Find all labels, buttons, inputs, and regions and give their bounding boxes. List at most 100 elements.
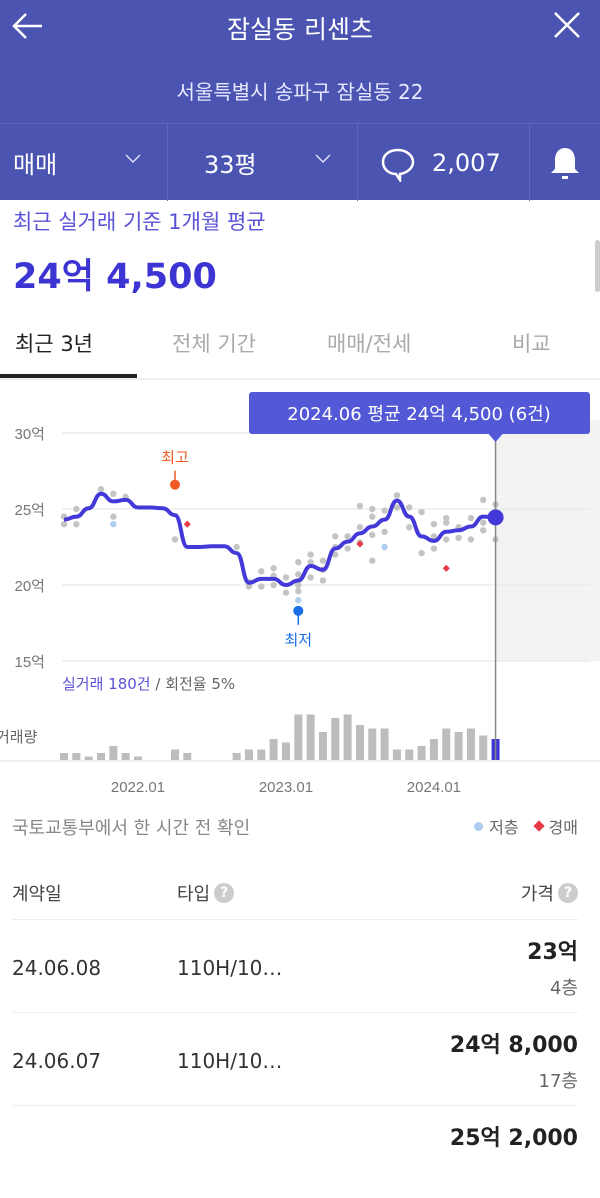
high-label: 최고 <box>161 449 189 467</box>
chevron-down-icon <box>125 154 141 164</box>
trade-dot <box>369 505 376 513</box>
trade-dot <box>258 568 265 575</box>
volume-bar <box>380 728 389 760</box>
tab-recent-3-years[interactable]: 최근 3년 <box>15 332 93 356</box>
trade-dot <box>430 533 438 540</box>
trade-dot <box>455 534 462 542</box>
column-type-label: 타입 <box>177 884 211 905</box>
trade-dot <box>369 531 376 539</box>
size-value: 33평 <box>204 151 257 179</box>
table-row[interactable]: 24.06.08 110H/10… 23억 4층 <box>12 919 578 1012</box>
trade-dot <box>295 587 302 595</box>
low-marker <box>293 605 304 616</box>
help-icon[interactable]: ? <box>214 883 235 903</box>
auction-marker <box>356 540 364 548</box>
address: 서울특별시 송파구 잠실동 22 <box>176 80 424 104</box>
table-row[interactable]: 25억 2,000 <box>12 1105 578 1198</box>
close-icon[interactable] <box>552 10 582 40</box>
y-tick-label: 20억 <box>15 578 46 595</box>
trade-dot <box>307 551 314 558</box>
tab-all-period[interactable]: 전체 기간 <box>172 332 256 356</box>
speech-bubble-icon <box>381 148 415 182</box>
table-row[interactable]: 24.06.07 110H/10… 24억 8,000 17층 <box>12 1012 578 1105</box>
volume-bar <box>134 756 142 760</box>
row-floor: 17층 <box>538 1071 578 1092</box>
alert-button[interactable] <box>530 124 600 201</box>
trade-dot <box>430 545 438 552</box>
trade-dot <box>480 527 487 534</box>
row-floor: 4층 <box>549 978 578 999</box>
volume-bar <box>306 714 315 760</box>
column-date-label: 계약일 <box>12 884 62 905</box>
trade-dot <box>356 502 364 510</box>
x-tick-label: 2023.01 <box>259 779 313 796</box>
volume-bar <box>281 742 290 760</box>
row-type: 110H/10… <box>177 956 283 980</box>
volume-bar <box>417 746 426 760</box>
deal-type-select[interactable]: 매매 <box>0 124 168 201</box>
volume-bar <box>479 735 488 760</box>
header: 잠실동 리센츠 서울특별시 송파구 잠실동 22 매매 33평 2,007 <box>0 0 600 201</box>
volume-bar <box>355 725 364 760</box>
trade-dot <box>344 545 351 552</box>
back-arrow-icon[interactable] <box>10 8 46 44</box>
trade-dot <box>171 536 179 543</box>
trade-dot <box>307 574 314 581</box>
volume-bar <box>429 739 438 760</box>
volume-bar <box>442 728 451 760</box>
help-icon[interactable]: ? <box>558 883 578 903</box>
volume-bar <box>170 749 179 760</box>
deal-type-value: 매매 <box>13 151 58 179</box>
trade-dot <box>480 519 487 526</box>
row-type: 110H/10… <box>177 1049 283 1073</box>
trade-dot <box>393 492 401 499</box>
scrollbar[interactable] <box>595 240 600 292</box>
volume-bar <box>392 749 401 760</box>
volume-bar <box>269 739 278 760</box>
comment-count: 2,007 <box>432 148 501 177</box>
chart-legend: 저층 경매 <box>474 814 578 838</box>
row-price: 25억 2,000 <box>449 1126 578 1151</box>
volume-bar <box>405 749 414 760</box>
volume-bar <box>343 714 352 760</box>
volume-bar <box>257 749 266 760</box>
trade-dot <box>418 508 425 516</box>
legend-auction: 경매 <box>548 818 578 837</box>
trade-dot <box>381 528 388 535</box>
tab-sale-jeonse[interactable]: 매매/전세 <box>327 332 412 356</box>
row-date: 24.06.07 <box>12 1049 102 1073</box>
source-note: 국토교통부에서 한 시간 전 확인 <box>12 818 251 839</box>
turnover-rate: / 회전율 5% <box>151 675 236 693</box>
volume-bar <box>331 718 340 760</box>
trade-dot <box>344 533 351 540</box>
trade-dot <box>443 536 450 543</box>
trade-dot <box>418 549 425 557</box>
trade-dot <box>60 521 68 528</box>
volume-bar <box>72 753 81 760</box>
trade-dot <box>307 559 314 566</box>
average-price-line <box>63 491 496 587</box>
trade-dot <box>381 507 388 514</box>
trade-dot <box>73 505 80 513</box>
low-label: 최저 <box>284 631 312 649</box>
tooltip-text: 2024.06 평균 24억 4,500 (6건) <box>287 404 551 425</box>
volume-bar <box>244 749 253 760</box>
volume-bar <box>368 728 377 760</box>
column-price: 가격? <box>521 880 578 906</box>
size-select[interactable]: 33평 <box>168 124 358 201</box>
trade-stats: 실거래 180건 / 회전율 5% <box>62 675 235 693</box>
column-price-label: 가격 <box>520 884 554 905</box>
high-marker <box>169 479 180 490</box>
volume-bar <box>60 753 69 760</box>
trade-dot <box>393 504 401 511</box>
filter-bar: 매매 33평 2,007 <box>0 123 600 201</box>
row-price: 24억 8,000 <box>449 1033 578 1058</box>
column-type: 타입? <box>177 880 235 906</box>
trade-dot <box>295 559 302 566</box>
trade-dot <box>332 551 339 558</box>
tab-compare[interactable]: 비교 <box>512 332 551 356</box>
comments-button[interactable]: 2,007 <box>358 124 530 201</box>
trade-dot <box>110 513 117 520</box>
trade-dot <box>406 504 413 511</box>
